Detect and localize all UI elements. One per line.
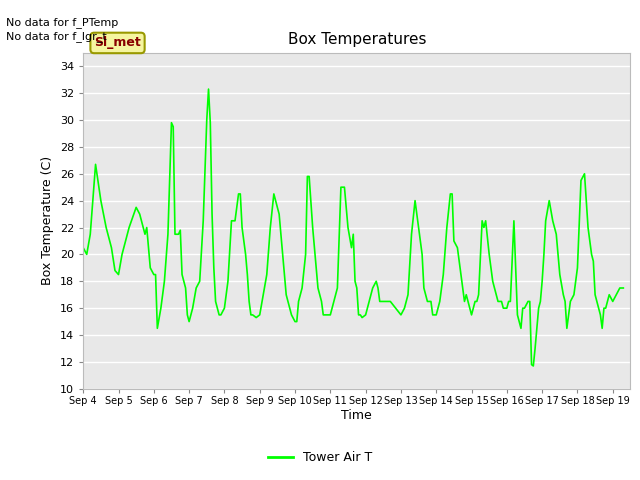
X-axis label: Time: Time (341, 408, 372, 421)
Text: No data for f_PTemp: No data for f_PTemp (6, 17, 118, 28)
Text: Sl_met: Sl_met (94, 36, 141, 49)
Legend: Tower Air T: Tower Air T (263, 446, 377, 469)
Title: Box Temperatures: Box Temperatures (287, 33, 426, 48)
Y-axis label: Box Temperature (C): Box Temperature (C) (42, 156, 54, 286)
Text: No data for f_lgr_t: No data for f_lgr_t (6, 31, 107, 42)
